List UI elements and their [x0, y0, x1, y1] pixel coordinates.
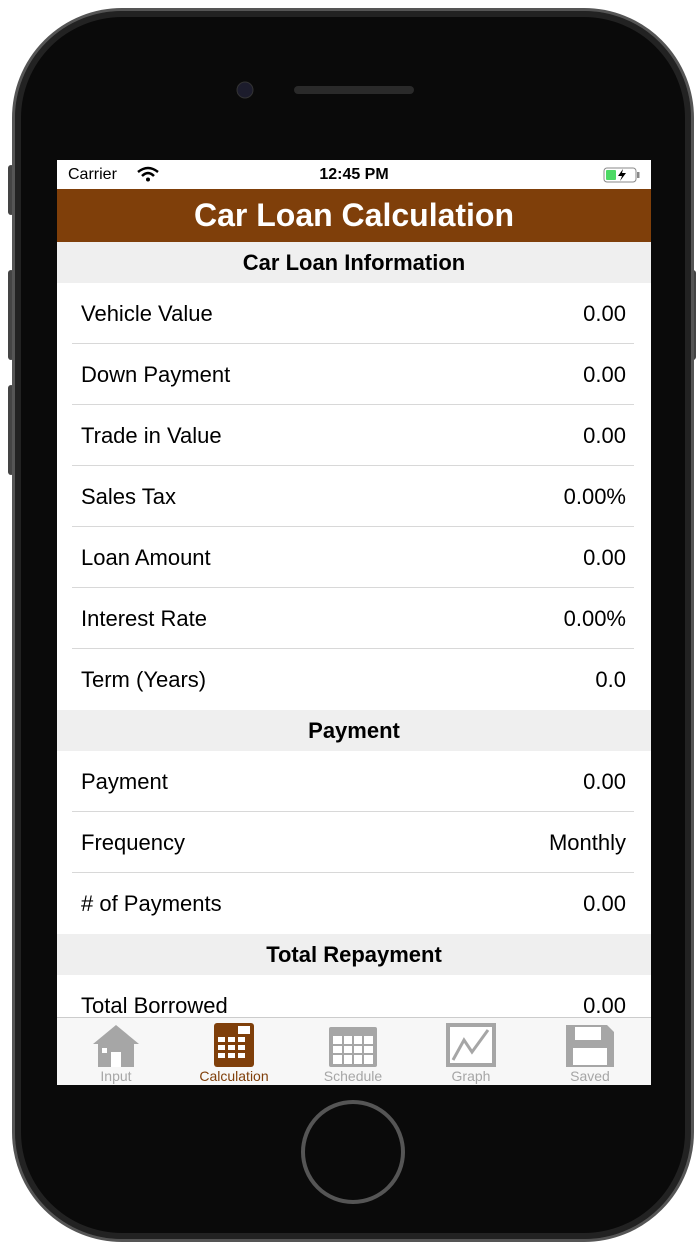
- form-list: Car Loan Information Vehicle Value 0.00 Dow…: [57, 242, 651, 1017]
- row-value: 0.00: [583, 545, 626, 570]
- status-bar: Carrier 12:45 PM: [57, 160, 651, 189]
- separator: [72, 811, 634, 812]
- battery-icon: [603, 167, 640, 183]
- section-header: Total Repayment: [57, 934, 651, 975]
- row-label: Down Payment: [81, 362, 231, 387]
- camera: [236, 81, 254, 99]
- speaker: [294, 86, 414, 94]
- tab[interactable]: Graph: [412, 1018, 530, 1085]
- row-value: 0.00%: [563, 484, 626, 509]
- row-label: Loan Amount: [81, 545, 211, 570]
- carrier: Carrier: [68, 166, 117, 183]
- form-row[interactable]: Frequency Monthly: [57, 812, 651, 873]
- row-value: 0.00: [583, 301, 626, 326]
- separator: [72, 465, 634, 466]
- row-label: Trade in Value: [81, 423, 222, 448]
- row-value: 0.00: [583, 891, 626, 916]
- tab-label: Saved: [570, 1068, 610, 1084]
- tab-label: Graph: [451, 1068, 491, 1084]
- row-label: Total Borrowed: [81, 993, 228, 1017]
- row-label: Term (Years): [81, 667, 207, 692]
- tab-icon: [566, 1025, 614, 1067]
- separator: [72, 648, 634, 649]
- volume-down: [8, 385, 14, 475]
- tab-label: Calculation: [199, 1068, 269, 1084]
- screen: Carrier 12:45 PM Car Loan Calculation Ca…: [57, 160, 651, 1085]
- section-header: Payment: [57, 710, 651, 751]
- separator: [72, 343, 634, 344]
- row-value: 0.0: [595, 667, 626, 692]
- tab-icon: [93, 1025, 139, 1067]
- row-label: Payment: [81, 769, 168, 794]
- section-header: Car Loan Information: [57, 242, 651, 283]
- form-row[interactable]: Trade in Value 0.00: [57, 405, 651, 466]
- volume-up: [8, 270, 14, 360]
- nav-header: Car Loan Calculation: [57, 189, 651, 242]
- tab-icon: [329, 1027, 377, 1067]
- tab-label: Schedule: [323, 1068, 383, 1084]
- tab[interactable]: Calculation: [175, 1018, 293, 1085]
- row-value: 0.00: [583, 362, 626, 387]
- form-row[interactable]: # of Payments 0.00: [57, 873, 651, 934]
- row-label: Interest Rate: [81, 606, 207, 631]
- row-value: 0.00: [583, 769, 626, 794]
- row-label: Vehicle Value: [81, 301, 213, 326]
- row-label: # of Payments: [81, 891, 222, 916]
- wifi-icon: [137, 166, 159, 182]
- form-row[interactable]: Term (Years) 0.0: [57, 649, 651, 710]
- separator: [72, 872, 634, 873]
- tab[interactable]: Saved: [531, 1018, 649, 1085]
- tab-icon: [446, 1023, 496, 1067]
- tab-bar: Input Calculation Schedule Graph Saved: [57, 1017, 651, 1085]
- row-label: Sales Tax: [81, 484, 176, 509]
- form-row[interactable]: Down Payment 0.00: [57, 344, 651, 405]
- row-value: Monthly: [548, 830, 626, 855]
- row-value: 0.00: [583, 993, 626, 1017]
- home-button[interactable]: [301, 1100, 405, 1204]
- clock: 12:45 PM: [319, 166, 389, 183]
- separator: [72, 526, 634, 527]
- mute-switch: [8, 165, 14, 215]
- form-row[interactable]: Interest Rate 0.00%: [57, 588, 651, 649]
- separator: [72, 587, 634, 588]
- tab-icon: [214, 1023, 254, 1067]
- row-value: 0.00%: [563, 606, 626, 631]
- row-label: Frequency: [81, 830, 185, 855]
- tab[interactable]: Schedule: [294, 1018, 412, 1085]
- tab[interactable]: Input: [57, 1018, 175, 1085]
- form-row[interactable]: Payment 0.00: [57, 751, 651, 812]
- row-value: 0.00: [583, 423, 626, 448]
- separator: [72, 404, 634, 405]
- form-row[interactable]: Sales Tax 0.00%: [57, 466, 651, 527]
- form-row[interactable]: Total Borrowed 0.00: [57, 975, 651, 1017]
- form-row[interactable]: Loan Amount 0.00: [57, 527, 651, 588]
- tab-label: Input: [100, 1068, 132, 1084]
- form-row[interactable]: Vehicle Value 0.00: [57, 283, 651, 344]
